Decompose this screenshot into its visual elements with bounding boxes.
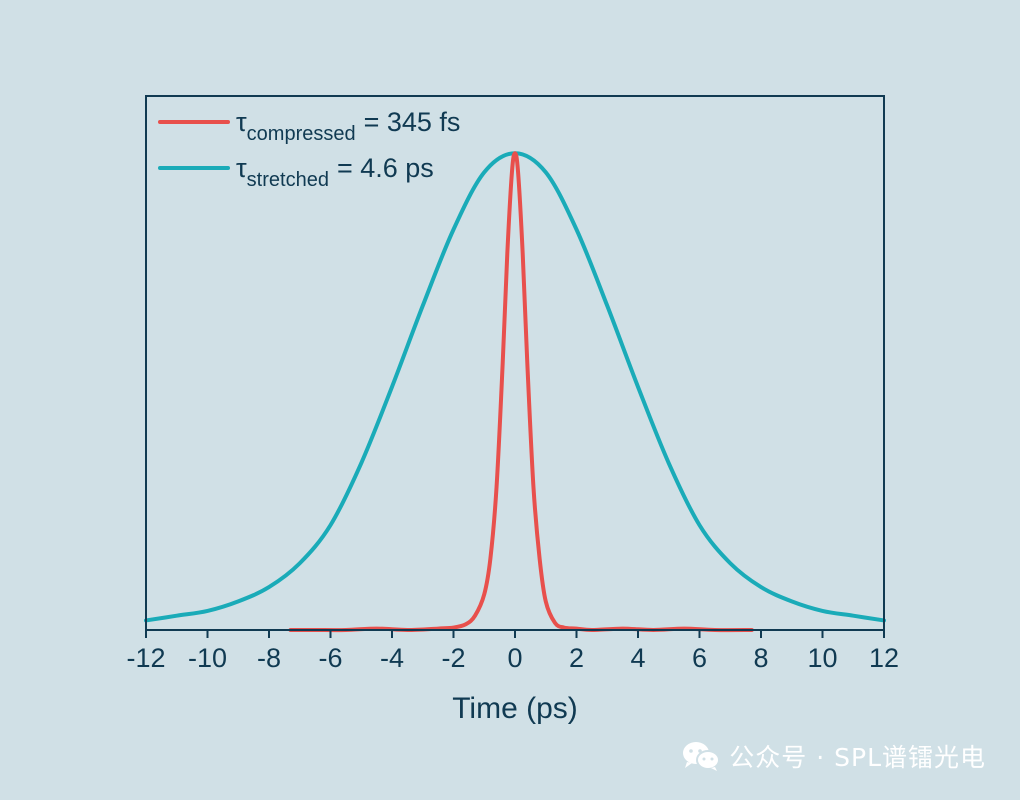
x-tick-label: 6	[692, 643, 707, 673]
wechat-icon	[683, 742, 721, 771]
x-tick-label: 4	[630, 643, 645, 673]
x-tick-label: 0	[507, 643, 522, 673]
x-tick-label: -6	[318, 643, 342, 673]
x-axis: -12 -10 -8 -6 -4 -2 0 2 4 6 8 10 12	[126, 630, 899, 673]
x-tick-label: 12	[869, 643, 899, 673]
series-line-compressed	[288, 151, 754, 633]
watermark-text: 公众号 · SPL谱镭光电	[729, 743, 986, 772]
watermark: 公众号 · SPL谱镭光电	[681, 738, 986, 774]
legend-label-compressed: τcompressed = 345 fs	[236, 107, 460, 145]
x-tick-label: -12	[126, 643, 165, 673]
series-layer	[144, 151, 886, 633]
series-line-stretched	[144, 151, 886, 623]
x-tick-label: -4	[380, 643, 404, 673]
x-tick-label: 2	[569, 643, 584, 673]
x-tick-label: 10	[807, 643, 837, 673]
x-tick-label: 8	[753, 643, 768, 673]
x-tick-label: -10	[188, 643, 227, 673]
x-tick-label: -2	[441, 643, 465, 673]
x-tick-label: -8	[257, 643, 281, 673]
legend: τcompressed = 345 fs τstretched = 4.6 ps	[158, 107, 460, 191]
x-axis-title: Time (ps)	[452, 692, 578, 725]
legend-label-stretched: τstretched = 4.6 ps	[236, 153, 434, 191]
